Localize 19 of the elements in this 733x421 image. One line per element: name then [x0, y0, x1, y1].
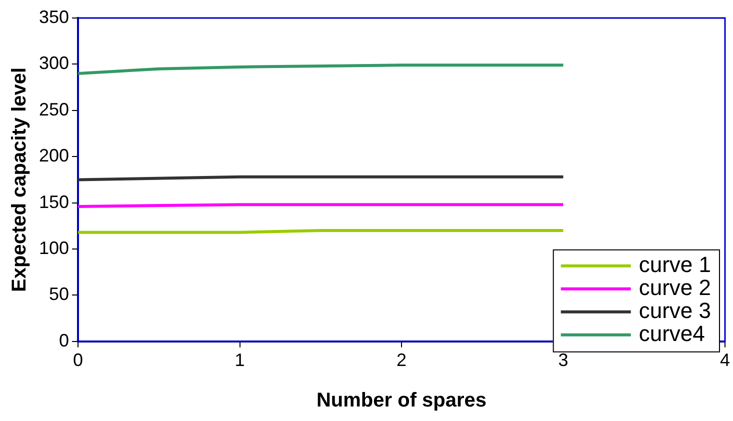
x-tick-label: 3 — [558, 350, 568, 370]
y-tick-label: 300 — [38, 53, 70, 74]
y-tick-label: 0 — [59, 330, 70, 350]
y-tick-label: 150 — [38, 192, 70, 212]
y-tick-label: 100 — [38, 238, 70, 258]
legend-label: curve 2 — [638, 274, 712, 300]
y-axis-title: Expected capacity level — [8, 67, 31, 292]
y-tick-label: 50 — [49, 284, 70, 304]
y-tick-label: 200 — [38, 146, 70, 166]
x-axis-title: Number of spares — [316, 390, 487, 412]
x-tick-label: 1 — [234, 350, 245, 370]
x-tick-label: 2 — [396, 350, 407, 370]
x-tick-label: 0 — [73, 350, 84, 370]
legend-label: curve 1 — [638, 252, 712, 277]
legend-label: curve4 — [638, 320, 705, 346]
y-tick-label: 250 — [38, 99, 70, 120]
legend-label: curve 3 — [638, 298, 712, 323]
x-tick-label: 4 — [720, 350, 730, 370]
y-tick-label: 350 — [38, 6, 70, 27]
